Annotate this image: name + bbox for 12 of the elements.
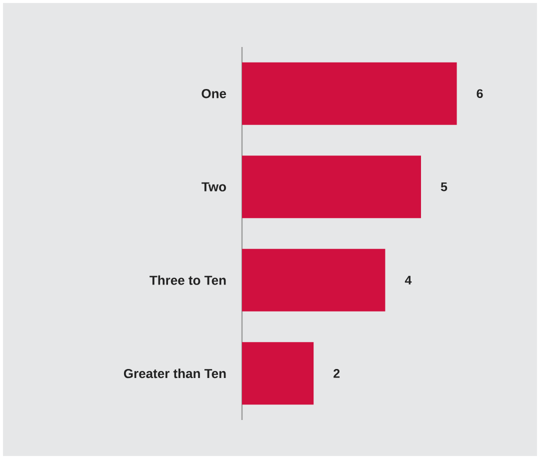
bar <box>242 62 457 125</box>
bar <box>242 248 386 312</box>
data-label: 4 <box>404 276 412 284</box>
data-label: 5 <box>440 182 448 192</box>
bar <box>242 342 314 405</box>
y-tick-label: Greater than Ten <box>124 368 226 378</box>
y-tick-label: Two <box>202 182 226 192</box>
bar <box>242 156 422 218</box>
data-label: 6 <box>476 89 483 98</box>
y-tick-label: Three to Ten <box>150 275 226 285</box>
data-label: 2 <box>334 369 340 378</box>
y-tick-label: One <box>202 89 226 98</box>
